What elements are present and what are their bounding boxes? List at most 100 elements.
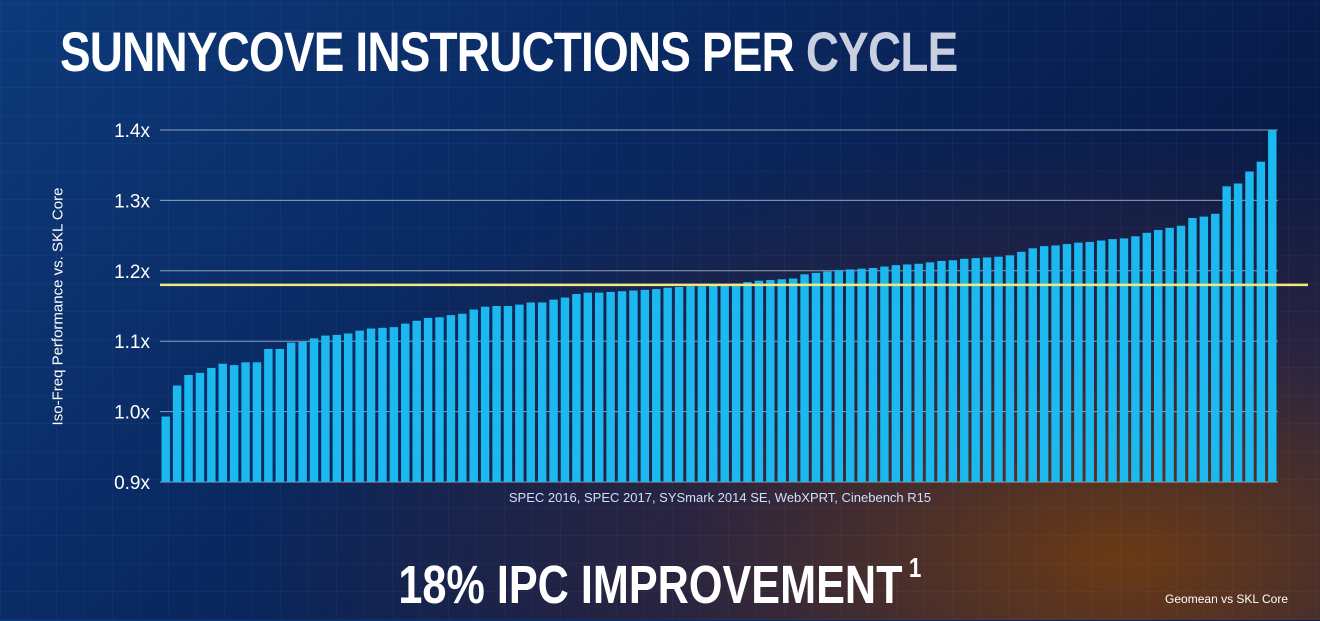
bars: [161, 130, 1277, 483]
bar: [161, 416, 170, 482]
bar: [298, 341, 307, 482]
bar: [880, 266, 889, 482]
y-tick-label: 1.4x: [114, 121, 150, 142]
bar: [743, 282, 752, 482]
bar: [845, 269, 855, 482]
bar: [1176, 225, 1186, 483]
bar: [515, 304, 524, 482]
bar: [332, 334, 342, 482]
bar: [172, 385, 182, 482]
bar: [1245, 171, 1254, 483]
bar: [982, 257, 992, 482]
bar: [1074, 242, 1083, 482]
bar: [686, 286, 695, 482]
bar: [286, 342, 296, 482]
y-tick-label: 1.2x: [114, 262, 150, 283]
bar: [971, 258, 980, 482]
bar: [446, 315, 456, 482]
bar: [731, 283, 741, 482]
bar: [252, 362, 262, 482]
headline: 18% IPC IMPROVEMENT 1: [0, 532, 1320, 621]
bar: [1096, 240, 1106, 482]
bar: [264, 348, 273, 482]
bar: [1051, 245, 1060, 482]
bar: [229, 365, 239, 482]
bar: [344, 333, 353, 482]
bar: [458, 313, 467, 482]
bar: [207, 367, 216, 482]
bar: [720, 284, 729, 482]
bar: [857, 268, 866, 482]
bar: [834, 270, 843, 482]
bar: [937, 260, 946, 482]
bar: [309, 338, 319, 482]
bar: [697, 286, 707, 482]
title-main: SUNNYCOVE INSTRUCTIONS PER: [60, 20, 806, 83]
bar: [777, 279, 786, 482]
bar: [617, 291, 627, 482]
bar: [1062, 244, 1072, 482]
bar: [640, 289, 650, 482]
bar: [503, 306, 513, 482]
bar: [583, 292, 593, 482]
page-title: SUNNYCOVE INSTRUCTIONS PER CYCLE: [60, 14, 958, 90]
bar: [572, 294, 581, 482]
bar: [1165, 227, 1174, 482]
bar: [1222, 186, 1231, 482]
bar: [435, 317, 444, 482]
bar: [1199, 216, 1209, 482]
bar: [766, 279, 775, 482]
bar: [492, 306, 501, 482]
bar: [948, 260, 958, 482]
x-axis-label: SPEC 2016, SPEC 2017, SYSmark 2014 SE, W…: [508, 490, 932, 505]
y-tick-label: 0.9x: [114, 473, 150, 494]
bar: [366, 328, 376, 482]
bar: [811, 272, 821, 482]
bar: [184, 374, 193, 482]
bar: [1085, 241, 1094, 482]
y-tick-label: 1.0x: [114, 403, 150, 424]
bar: [594, 292, 604, 482]
bar: [960, 258, 969, 482]
bar: [549, 299, 558, 482]
bar: [526, 302, 535, 482]
bar: [1108, 239, 1117, 482]
bar: [1211, 213, 1220, 482]
bar: [469, 309, 478, 482]
bar: [1119, 238, 1129, 482]
bar: [275, 348, 284, 482]
bar: [1233, 183, 1243, 482]
bar: [823, 271, 832, 482]
headline-footnote-mark: 1: [909, 552, 922, 583]
bar: [480, 306, 490, 482]
bar: [914, 263, 923, 482]
bar: [401, 323, 410, 482]
bar: [652, 289, 661, 482]
bar: [241, 362, 250, 482]
bar: [1153, 229, 1163, 482]
bar: [1017, 251, 1026, 482]
bar: [674, 286, 684, 482]
bar: [1039, 246, 1049, 482]
bar: [412, 320, 421, 482]
bar: [218, 363, 227, 482]
bar: [1005, 255, 1015, 482]
bar: [800, 274, 809, 482]
title-accent: CYCLE: [805, 20, 958, 83]
bar: [389, 327, 399, 482]
bar: [663, 287, 672, 482]
bar: [1268, 130, 1277, 482]
y-tick-labels: 0.9x 1.0x 1.1x 1.2x 1.3x 1.4x: [114, 121, 150, 494]
bar: [994, 256, 1003, 482]
y-tick-label: 1.3x: [114, 191, 150, 212]
bar: [537, 302, 547, 482]
bar: [891, 265, 901, 482]
bar: [925, 262, 935, 482]
bar: [709, 284, 718, 482]
bar: [903, 264, 912, 482]
bar: [606, 291, 615, 482]
bar: [788, 278, 798, 482]
bar: [629, 290, 638, 482]
bar: [195, 372, 205, 482]
